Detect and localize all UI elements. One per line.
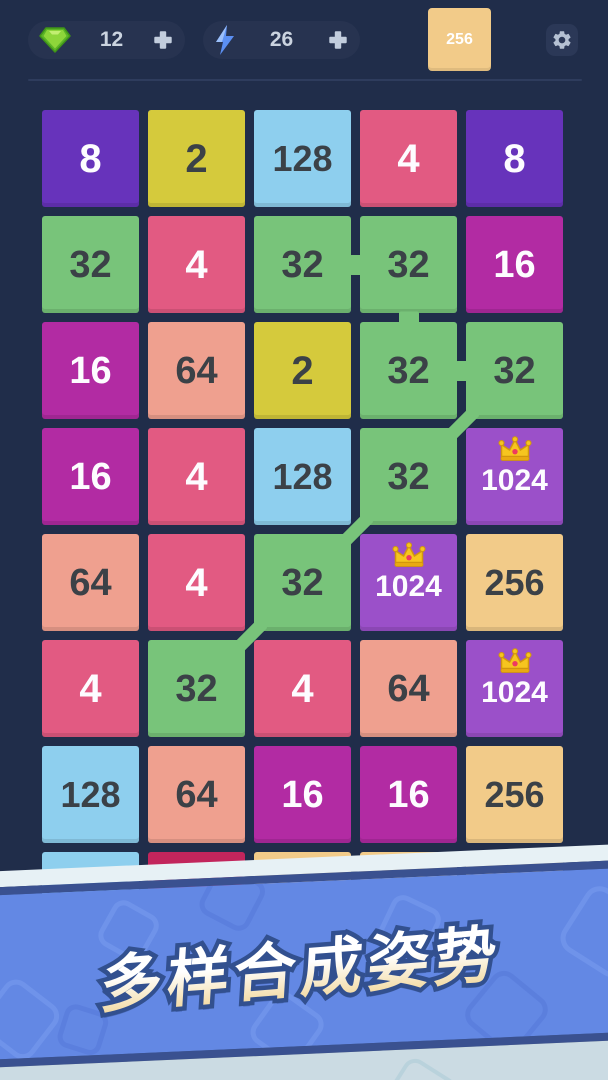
- tile[interactable]: 256: [466, 746, 563, 843]
- tile[interactable]: 16: [360, 746, 457, 843]
- tile[interactable]: 1024: [360, 534, 457, 631]
- tile-value: 32: [281, 561, 324, 604]
- tile-value: 64: [175, 349, 218, 392]
- tile[interactable]: 32: [360, 428, 457, 525]
- tile[interactable]: 32: [254, 216, 351, 313]
- tile-value: 8: [503, 136, 526, 181]
- crown-icon: [497, 436, 532, 461]
- tile[interactable]: 32: [148, 640, 245, 737]
- tile-value: 128: [272, 455, 333, 497]
- energy-counter: 26: [203, 21, 360, 59]
- tile-value: 64: [175, 773, 218, 816]
- tile[interactable]: 16: [42, 322, 139, 419]
- gem-counter: 12: [28, 21, 185, 59]
- add-energy-button[interactable]: [326, 28, 350, 52]
- tile-value: 32: [387, 349, 430, 392]
- lightning-icon: [216, 25, 234, 55]
- background-pattern: [0, 867, 608, 1061]
- tile-value: 16: [493, 243, 536, 286]
- merge-connector: [349, 254, 362, 275]
- tile[interactable]: 1024: [466, 428, 563, 525]
- tile-value: 128: [60, 773, 121, 815]
- tile[interactable]: 16: [42, 428, 139, 525]
- tile[interactable]: 32: [360, 216, 457, 313]
- tile-value: 4: [291, 666, 314, 711]
- tile[interactable]: 32: [254, 534, 351, 631]
- tile[interactable]: 128: [254, 428, 351, 525]
- tile[interactable]: 128: [42, 746, 139, 843]
- header-divider: [28, 79, 582, 81]
- tile[interactable]: 2: [148, 110, 245, 207]
- tile-value: 256: [484, 773, 545, 815]
- tile-value: 4: [185, 242, 208, 287]
- tile-value: 8: [79, 136, 102, 181]
- tile-value: 4: [79, 666, 102, 711]
- tile[interactable]: 4: [148, 534, 245, 631]
- promo-banner: 多样合成姿势 多样合成姿势: [0, 843, 608, 1080]
- tile[interactable]: 64: [148, 746, 245, 843]
- tile[interactable]: 1024: [466, 640, 563, 737]
- merge-connector: [398, 311, 419, 324]
- plus-icon: [154, 31, 172, 49]
- gear-icon: [553, 31, 571, 49]
- tile-value: 256: [484, 561, 545, 603]
- tile[interactable]: 128: [254, 110, 351, 207]
- tile[interactable]: 8: [42, 110, 139, 207]
- tile-value: 32: [493, 349, 536, 392]
- tile-value: 32: [387, 243, 430, 286]
- gem-icon: [39, 27, 71, 53]
- goal-tile[interactable]: 256: [428, 8, 491, 71]
- banner-band: 多样合成姿势 多样合成姿势: [0, 867, 608, 1061]
- tile[interactable]: 16: [254, 746, 351, 843]
- gem-count: 12: [99, 28, 124, 51]
- tile-value: 16: [281, 773, 324, 816]
- tile[interactable]: 4: [42, 640, 139, 737]
- tile-value: 16: [69, 349, 112, 392]
- tile[interactable]: 32: [360, 322, 457, 419]
- tile[interactable]: 2: [254, 322, 351, 419]
- tile[interactable]: 4: [148, 428, 245, 525]
- tile-value: 4: [185, 560, 208, 605]
- tile-value: 32: [69, 243, 112, 286]
- tile[interactable]: 64: [360, 640, 457, 737]
- tile-value: 2: [291, 348, 314, 393]
- tile-value: 1024: [481, 464, 548, 497]
- tile-value: 32: [281, 243, 324, 286]
- tile[interactable]: 4: [360, 110, 457, 207]
- crown-icon: [391, 542, 426, 567]
- tile-value: 1024: [375, 570, 442, 603]
- tile-value: 128: [272, 137, 333, 179]
- tile-value: 32: [175, 667, 218, 710]
- tile[interactable]: 32: [42, 216, 139, 313]
- tile[interactable]: 256: [466, 534, 563, 631]
- tile[interactable]: 8: [466, 110, 563, 207]
- top-bar: 12 26 256: [0, 0, 608, 81]
- add-gems-button[interactable]: [151, 28, 175, 52]
- tile-value: 16: [69, 455, 112, 498]
- tile-value: 32: [387, 455, 430, 498]
- goal-tile-value: 256: [446, 30, 473, 48]
- tile-value: 4: [185, 454, 208, 499]
- crown-icon: [497, 648, 532, 673]
- tile[interactable]: 64: [42, 534, 139, 631]
- tile[interactable]: 4: [148, 216, 245, 313]
- tile[interactable]: 32: [466, 322, 563, 419]
- tile-value: 64: [387, 667, 430, 710]
- tile-value: 4: [397, 136, 420, 181]
- tile[interactable]: 64: [148, 322, 245, 419]
- merge-connector: [455, 360, 468, 381]
- banner-text: 多样合成姿势 多样合成姿势: [0, 916, 608, 1026]
- plus-icon: [329, 31, 347, 49]
- settings-button[interactable]: [546, 24, 578, 56]
- tile-value: 16: [387, 773, 430, 816]
- tile-value: 2: [185, 136, 208, 181]
- tile[interactable]: 16: [466, 216, 563, 313]
- tile[interactable]: 4: [254, 640, 351, 737]
- tile-value: 64: [69, 561, 112, 604]
- energy-count: 26: [269, 28, 294, 51]
- tile-value: 1024: [481, 676, 548, 709]
